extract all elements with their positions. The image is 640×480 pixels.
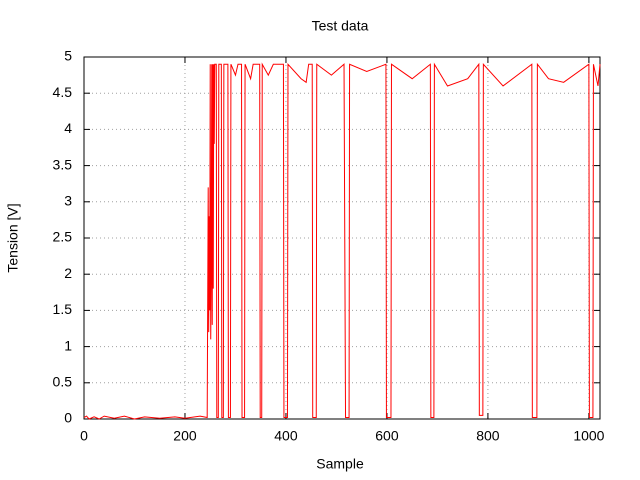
- y-tick-label: 2.5: [53, 229, 73, 245]
- y-tick-label: 4: [64, 120, 72, 136]
- y-tick-label: 5: [64, 48, 72, 64]
- y-tick-label: 2: [64, 265, 72, 281]
- y-tick-label: 3.5: [53, 156, 73, 172]
- data-line: [83, 62, 601, 420]
- x-tick-label: 600: [375, 428, 399, 444]
- x-tick-label: 1000: [573, 428, 604, 444]
- y-axis-label: Tension [V]: [5, 203, 21, 272]
- plot-border: [83, 56, 601, 420]
- x-axis-label: Sample: [316, 456, 364, 472]
- y-tick-label: 1.5: [53, 301, 73, 317]
- y-tick-label: 0: [64, 410, 72, 426]
- chart-title: Test data: [312, 18, 369, 34]
- x-tick-label: 800: [476, 428, 500, 444]
- y-tick-label: 4.5: [53, 84, 73, 100]
- y-tick-label: 1: [64, 337, 72, 353]
- y-tick-label: 0.5: [53, 374, 73, 390]
- x-tick-label: 400: [274, 428, 298, 444]
- x-tick-label: 200: [173, 428, 197, 444]
- y-tick-label: 3: [64, 193, 72, 209]
- x-tick-label: 0: [80, 428, 88, 444]
